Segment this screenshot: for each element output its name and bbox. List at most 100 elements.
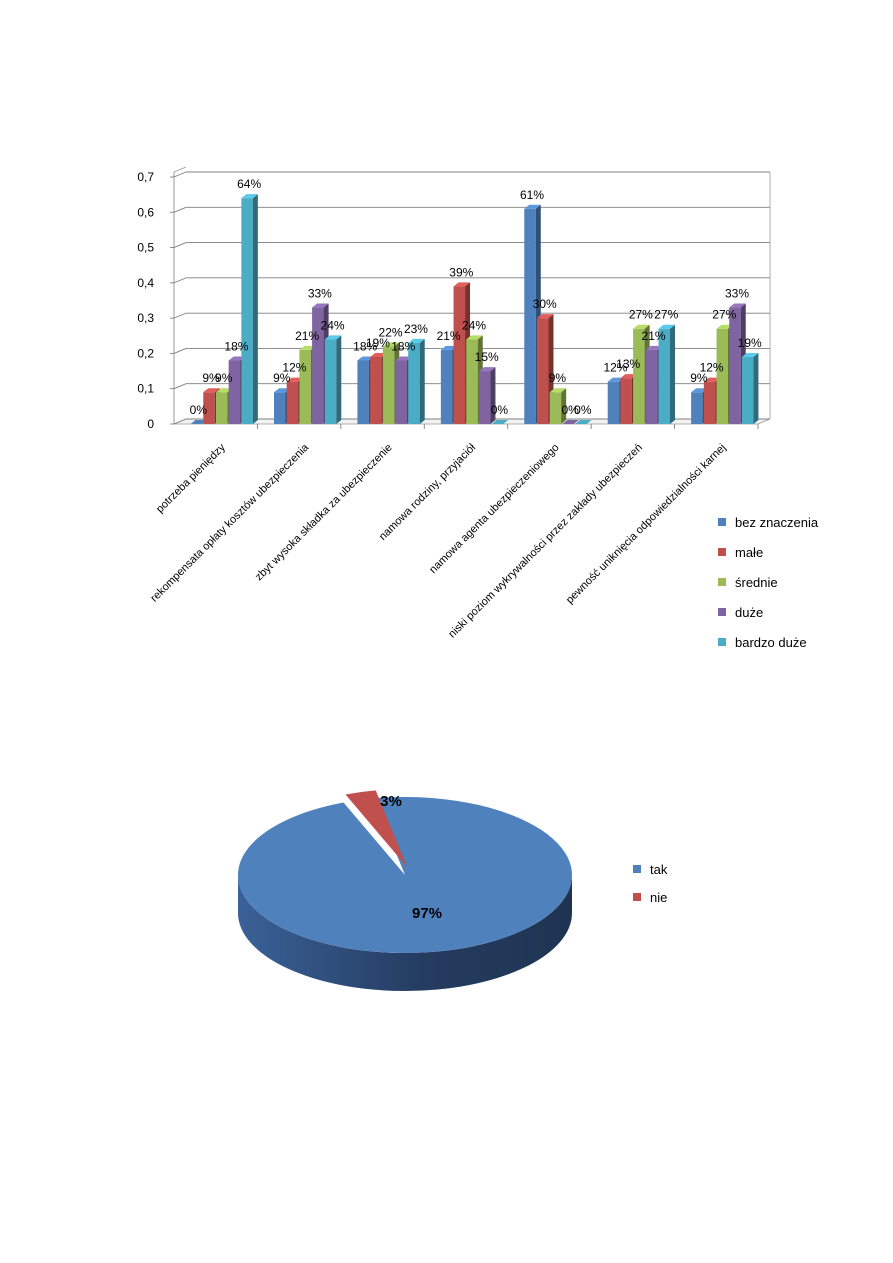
legend-item: średnie [718,567,818,597]
data-label: 9% [549,371,567,385]
category-label: rekompensata opłaty kosztów ubezpieczeni… [148,441,311,604]
bar-top [549,388,567,393]
grid-depth-line [173,242,187,248]
data-label: 27% [629,308,653,322]
grid-depth-line [173,206,187,213]
data-label: 12% [603,361,627,375]
bar-front [215,392,228,424]
bar-front [658,328,671,424]
pie-slice [345,790,407,867]
bar-top [408,338,425,343]
bar-top [299,345,316,350]
data-label: 24% [321,318,345,332]
bar [562,420,579,424]
bar-top [203,388,220,393]
data-label: 18% [353,339,377,353]
y-tick-label: 0,1 [137,382,154,396]
data-label: 23% [404,322,428,336]
bar-side [670,324,676,424]
bar-front [645,349,658,424]
bar-front [395,360,408,424]
legend-label: małe [735,544,764,560]
bar-top [607,377,625,382]
bar-top [324,335,342,340]
bar-top [716,324,734,329]
legend-swatch [718,518,726,526]
bar-top [215,388,233,393]
bar-front [408,342,420,424]
y-tick-label: 0 [147,417,154,431]
data-label: 27% [712,308,736,322]
bar-top [633,324,650,329]
bar-front [633,328,645,424]
bar-top [729,303,746,308]
data-label: 0% [561,403,579,417]
bar-top [620,374,637,379]
bar-front [466,339,478,424]
bar-front [741,356,754,424]
legend-item: nie [633,883,667,911]
y-axis-depth [173,166,187,173]
bar-top [524,204,541,209]
data-label: 0% [491,403,509,417]
bar-top [395,356,413,361]
y-tick-label: 0,3 [137,311,154,325]
bar-top [370,352,387,357]
pie-side [238,875,572,991]
grid-depth-line [173,171,187,178]
bar-side [753,352,759,424]
bar-front [241,198,253,424]
bar-chart-bars [190,194,759,424]
data-label: 24% [462,318,486,332]
y-tick-label: 0,7 [137,170,154,184]
bar-top [382,342,400,347]
category-label: namowa rodziny, przyjaciół [377,441,479,543]
bar-chart-data-labels: 0%9%9%18%64%9%12%21%33%24%18%19%22%18%23… [190,177,762,417]
bar-top [453,282,471,287]
data-label: 61% [520,188,544,202]
bar-top [703,377,721,382]
legend-swatch [718,578,726,586]
data-label: 18% [391,339,415,353]
legend-label: bez znaczenia [735,514,819,530]
bar-front [357,360,369,424]
data-label: 22% [379,325,403,339]
grid-depth-line [173,277,187,284]
bar-top [536,314,554,319]
bar-top [658,324,676,329]
bar-top [691,388,708,393]
data-label: 21% [437,329,461,343]
category-label: potrzeba pieniędzy [154,441,228,515]
bar-top [575,420,592,424]
pie-slice [237,797,572,954]
data-label: 64% [237,177,261,191]
bar-front [286,381,299,424]
bar-front [382,346,395,424]
legend-item: bez znaczenia [718,507,818,537]
bar-front [607,381,620,424]
y-tick-label: 0,4 [137,276,154,290]
bar-top [440,345,458,350]
bar [478,367,496,424]
bar-front [536,318,549,424]
data-label: 9% [690,371,708,385]
bar [241,194,258,424]
bar-top [491,420,509,424]
legend-label: średnie [735,574,778,590]
bar [190,420,208,424]
legend-item: małe [718,537,818,567]
legend-label: duże [735,604,764,620]
bar-top [357,356,374,361]
legend-item: tak [633,855,667,883]
bar-top [478,367,496,372]
grid-depth-line [173,418,187,425]
bar-top [190,420,208,424]
legend-label: tak [650,861,668,877]
bar-front [620,378,632,424]
bar-top [312,303,329,308]
legend-swatch [718,608,726,616]
bar-top [228,356,246,361]
bar-side [490,367,496,424]
bar-front [312,307,324,424]
